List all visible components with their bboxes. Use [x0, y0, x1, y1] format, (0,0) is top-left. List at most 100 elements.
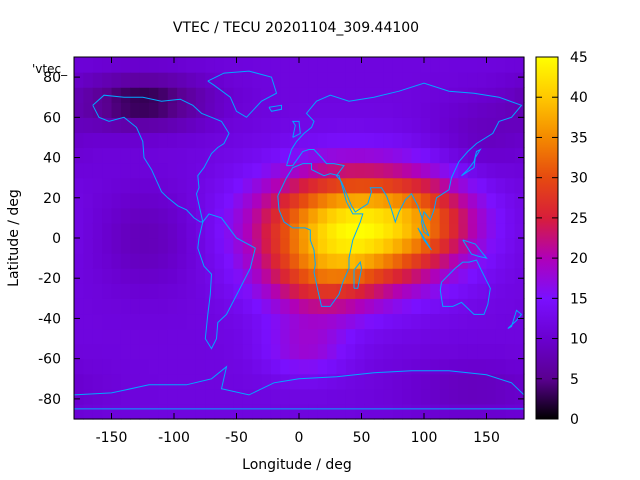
heatmap-cell	[261, 87, 272, 103]
heatmap-cell	[195, 283, 206, 299]
heatmap-cell	[486, 238, 497, 254]
heatmap-cell	[420, 117, 431, 134]
heatmap-cell	[514, 328, 525, 345]
heatmap-cell	[149, 373, 159, 390]
heatmap-cell	[327, 238, 338, 254]
heatmap-cell	[355, 283, 366, 299]
heatmap-cell	[486, 343, 497, 360]
heatmap-cell	[411, 253, 422, 269]
heatmap-cell	[149, 117, 159, 134]
heatmap-cell	[158, 328, 169, 345]
heatmap-cell	[402, 403, 413, 420]
heatmap-cell	[439, 57, 450, 73]
heatmap-cell	[139, 102, 150, 118]
heatmap-cell	[92, 117, 103, 134]
heatmap-cell	[467, 117, 478, 134]
heatmap-cell	[495, 298, 506, 315]
heatmap-cell	[495, 87, 506, 103]
heatmap-cell	[402, 147, 413, 164]
heatmap-cell	[317, 117, 328, 134]
heatmap-cell	[345, 283, 356, 299]
heatmap-cell	[270, 298, 281, 315]
heatmap-cell	[392, 358, 403, 375]
heatmap-cell	[252, 268, 263, 284]
heatmap-cell	[233, 132, 244, 149]
heatmap-cell	[83, 72, 94, 88]
heatmap-cell	[130, 192, 141, 209]
heatmap-cell	[458, 373, 469, 390]
heatmap-cell	[130, 313, 141, 330]
coastline	[92, 94, 230, 223]
heatmap-cell	[224, 147, 234, 164]
heatmap-cell	[486, 388, 497, 405]
heatmap-cell	[467, 57, 478, 73]
heatmap-cell	[364, 268, 375, 284]
coastline	[197, 213, 256, 350]
heatmap-cell	[392, 132, 403, 149]
heatmap-cell	[139, 147, 150, 164]
heatmap-cell	[158, 57, 169, 73]
heatmap-cell	[177, 177, 188, 194]
heatmap-cell	[120, 57, 131, 73]
heatmap-cell	[336, 72, 347, 88]
heatmap-cell	[92, 283, 103, 299]
heatmap-cell	[477, 222, 488, 239]
heatmap-cell	[299, 57, 309, 73]
heatmap-cell	[167, 388, 178, 405]
heatmap-cell	[430, 207, 441, 224]
heatmap-cell	[130, 147, 141, 164]
heatmap-cell	[92, 162, 103, 179]
heatmap-cell	[74, 283, 84, 299]
heatmap-cell	[486, 117, 497, 134]
heatmap-cell	[317, 253, 328, 269]
heatmap-cell	[308, 177, 319, 194]
heatmap-cell	[149, 403, 159, 420]
heatmap-cell	[486, 207, 497, 224]
heatmap-cell	[327, 283, 338, 299]
heatmap-cell	[111, 283, 122, 299]
heatmap-cell	[111, 298, 122, 315]
heatmap-cell	[439, 268, 450, 284]
heatmap-cell	[505, 268, 516, 284]
heatmap-cell	[392, 283, 403, 299]
heatmap-cell	[252, 147, 263, 164]
heatmap-cell	[242, 102, 253, 118]
y-tick-label: -80	[38, 392, 61, 408]
heatmap-cell	[252, 238, 263, 254]
heatmap-cell	[130, 222, 141, 239]
heatmap-cell	[430, 177, 441, 194]
heatmap-cell	[439, 328, 450, 345]
heatmap-cell	[120, 313, 131, 330]
heatmap-cell	[420, 388, 431, 405]
heatmap-cell	[308, 102, 319, 118]
heatmap-cell	[477, 343, 488, 360]
heatmap-cell	[120, 87, 131, 103]
heatmap-cell	[486, 147, 497, 164]
heatmap-cell	[195, 358, 206, 375]
heatmap-cell	[477, 102, 488, 118]
heatmap-cell	[467, 298, 478, 315]
heatmap-cell	[92, 373, 103, 390]
heatmap-cell	[120, 343, 131, 360]
heatmap-cell	[336, 162, 347, 179]
heatmap-cell	[102, 117, 113, 134]
heatmap-cell	[233, 102, 244, 118]
heatmap-cell	[374, 358, 384, 375]
heatmap-cell	[364, 373, 375, 390]
heatmap-cell	[92, 253, 103, 269]
heatmap-cell	[449, 72, 459, 88]
heatmap-cell	[392, 72, 403, 88]
heatmap-cell	[374, 388, 384, 405]
heatmap-cell	[495, 147, 506, 164]
heatmap-cell	[270, 87, 281, 103]
heatmap-cell	[130, 298, 141, 315]
heatmap-cell	[158, 207, 169, 224]
heatmap-cell	[139, 358, 150, 375]
heatmap-cell	[430, 298, 441, 315]
heatmap-cell	[205, 87, 216, 103]
heatmap-cell	[261, 298, 272, 315]
heatmap-cell	[280, 57, 291, 73]
coastline	[291, 120, 301, 138]
heatmap-cell	[374, 328, 384, 345]
heatmap-cell	[83, 403, 94, 420]
